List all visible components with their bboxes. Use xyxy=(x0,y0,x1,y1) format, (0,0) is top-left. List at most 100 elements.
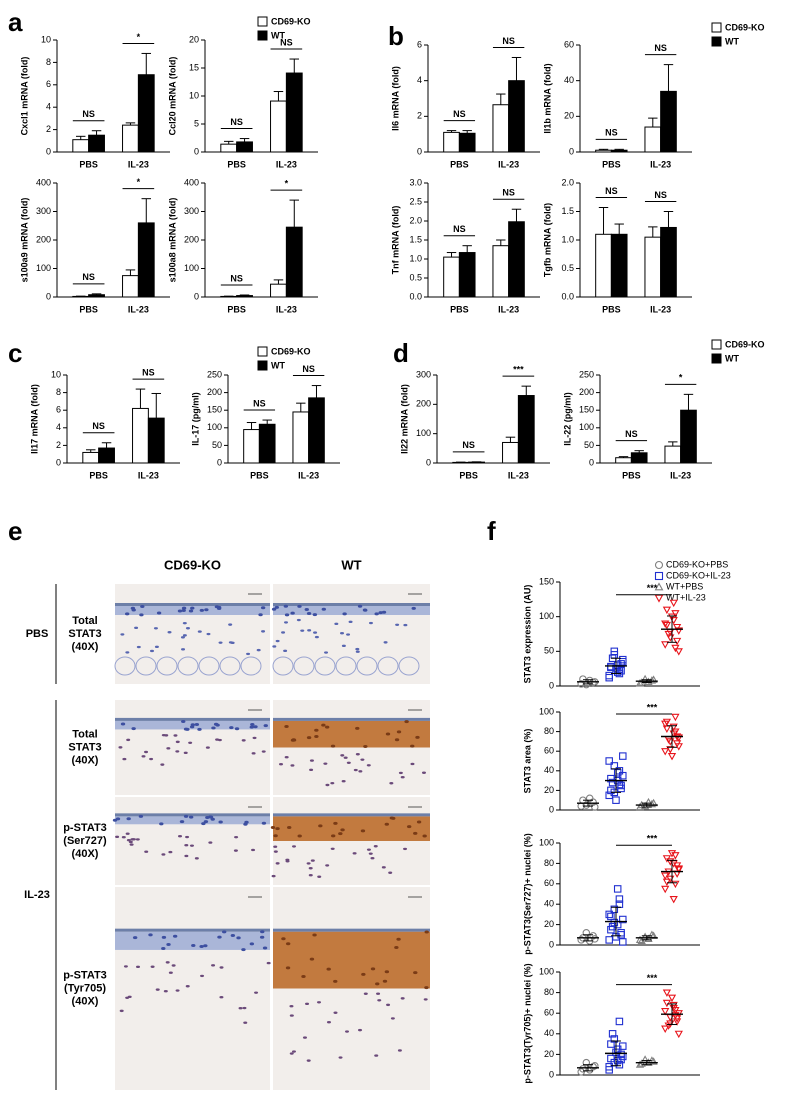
y-tick-label: 100 xyxy=(184,263,199,273)
nucleus xyxy=(312,613,318,617)
nucleus xyxy=(175,740,180,744)
nucleus xyxy=(330,847,335,850)
data-point xyxy=(661,1008,670,1016)
y-tick-label: 1.5 xyxy=(561,206,574,216)
nucleus xyxy=(161,947,166,951)
significance-label: * xyxy=(137,177,141,187)
nucleus xyxy=(396,937,401,941)
nucleus xyxy=(415,735,420,739)
panel-label: a xyxy=(8,7,23,37)
data-point xyxy=(661,1025,670,1033)
nucleus xyxy=(134,626,139,630)
nucleus xyxy=(287,826,292,830)
y-tick-label: 8 xyxy=(56,387,61,397)
y-tick-label: 300 xyxy=(184,206,199,216)
legend-label: CD69-KO+PBS xyxy=(666,559,728,569)
nucleus xyxy=(281,937,286,941)
y-tick-label: 4 xyxy=(417,75,422,85)
significance-label: NS xyxy=(502,188,515,198)
nucleus xyxy=(218,641,223,644)
nucleus xyxy=(346,761,351,764)
y-tick-label: 0 xyxy=(426,457,431,467)
panel-label: d xyxy=(393,338,409,368)
bar xyxy=(88,134,105,153)
data-point xyxy=(661,872,670,880)
significance-label: NS xyxy=(625,429,638,439)
y-tick-label: 10 xyxy=(51,369,61,379)
nucleus xyxy=(208,841,213,844)
nucleus xyxy=(189,844,194,847)
stain-label: STAT3 xyxy=(68,741,101,753)
y-tick-label: 200 xyxy=(579,387,594,397)
nucleus xyxy=(283,649,288,653)
fat-cell xyxy=(219,656,241,676)
nucleus xyxy=(126,817,131,821)
legend-marker xyxy=(654,571,664,581)
nucleus xyxy=(181,606,187,610)
nucleus xyxy=(306,736,312,740)
nucleus xyxy=(125,651,130,654)
y-tick-label: 100 xyxy=(207,422,222,432)
nucleus xyxy=(355,647,360,651)
data-point xyxy=(671,1007,680,1015)
data-point xyxy=(671,610,680,618)
nucleus xyxy=(166,747,171,750)
nucleus xyxy=(210,817,215,821)
data-point xyxy=(649,1057,658,1065)
significance-label: * xyxy=(137,32,141,42)
nucleus xyxy=(390,1017,395,1020)
nucleus xyxy=(340,828,345,832)
bar xyxy=(660,226,677,298)
epidermis xyxy=(273,931,430,989)
y-tick-label: 0 xyxy=(56,457,61,467)
significance-label: NS xyxy=(230,117,243,127)
nucleus xyxy=(244,820,249,824)
nucleus xyxy=(148,933,153,937)
data-point xyxy=(613,885,622,893)
y-tick-label: 1.0 xyxy=(409,253,422,263)
bar xyxy=(595,149,612,153)
nucleus xyxy=(326,967,331,971)
y-tick-label: 100 xyxy=(539,706,554,716)
nucleus xyxy=(323,762,328,765)
y-axis-label: Il1b mRNA (fold) xyxy=(542,63,552,133)
x-tick-label: PBS xyxy=(459,470,478,480)
x-tick-label: PBS xyxy=(450,159,469,169)
nucleus xyxy=(241,739,246,742)
bar xyxy=(308,397,325,464)
data-point xyxy=(661,620,670,628)
nucleus xyxy=(385,732,391,736)
y-axis-label: Tnf mRNA (fold) xyxy=(390,206,400,275)
nucleus xyxy=(358,770,363,773)
fat-cell xyxy=(114,656,136,676)
nucleus xyxy=(366,848,371,851)
nucleus xyxy=(285,860,290,863)
bar xyxy=(147,417,165,464)
legend-label: CD69-KO xyxy=(271,16,311,26)
nucleus xyxy=(154,645,159,649)
nucleus xyxy=(275,862,280,865)
nucleus xyxy=(363,745,368,749)
bar xyxy=(660,90,677,153)
fat-cell xyxy=(240,656,262,676)
nucleus xyxy=(197,630,202,633)
significance-label: NS xyxy=(453,109,466,119)
legend-label: CD69-KO+IL-23 xyxy=(666,570,731,580)
data-point xyxy=(605,673,613,682)
nucleus xyxy=(164,734,169,737)
nucleus xyxy=(190,606,195,610)
data-point xyxy=(605,757,613,765)
nucleus xyxy=(383,641,388,644)
bar xyxy=(502,441,519,464)
legend-label: WT xyxy=(271,30,285,40)
nucleus xyxy=(205,746,210,749)
legend-swatch xyxy=(711,36,722,47)
nucleus xyxy=(213,722,219,726)
nucleus xyxy=(217,935,222,939)
nucleus xyxy=(185,627,190,630)
nucleus xyxy=(160,763,165,766)
nucleus xyxy=(273,834,278,838)
legend-marker xyxy=(654,582,664,591)
nucleus xyxy=(201,822,206,826)
nucleus xyxy=(129,843,134,846)
